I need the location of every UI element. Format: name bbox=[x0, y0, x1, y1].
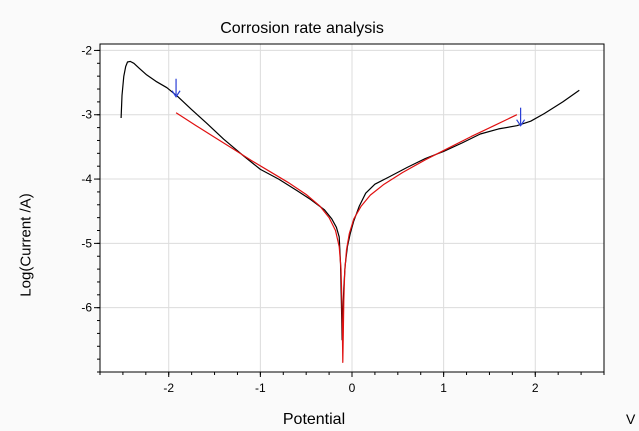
grid bbox=[100, 44, 604, 372]
arrow-head bbox=[171, 90, 181, 98]
x-tick-label: -2 bbox=[163, 381, 174, 395]
x-axis-label: Potential bbox=[282, 411, 346, 428]
x-tick-label: 2 bbox=[532, 381, 539, 395]
markers bbox=[171, 78, 526, 127]
x-tick-label: 0 bbox=[349, 381, 356, 395]
arrow-marker-1 bbox=[171, 78, 181, 98]
chart-title: Corrosion rate analysis bbox=[220, 20, 384, 37]
x-tick-label: -1 bbox=[255, 381, 266, 395]
y-tick-label: -3 bbox=[81, 108, 92, 122]
plot-frame bbox=[99, 43, 605, 373]
y-tick-label: -5 bbox=[81, 236, 92, 250]
y-tick-label: -2 bbox=[81, 43, 92, 57]
series-lines bbox=[120, 60, 580, 363]
axes: -2 -1 0 1 2 -2 -3 -4 -5 -6 bbox=[81, 43, 605, 395]
arrow-marker-2 bbox=[516, 107, 526, 127]
series-line-2 bbox=[175, 112, 518, 363]
y-tick-label: -6 bbox=[81, 301, 92, 315]
x-tick-label: 1 bbox=[440, 381, 447, 395]
x-axis-unit: V bbox=[626, 411, 636, 427]
arrow-head bbox=[516, 119, 526, 127]
y-tick-label: -4 bbox=[81, 172, 92, 186]
